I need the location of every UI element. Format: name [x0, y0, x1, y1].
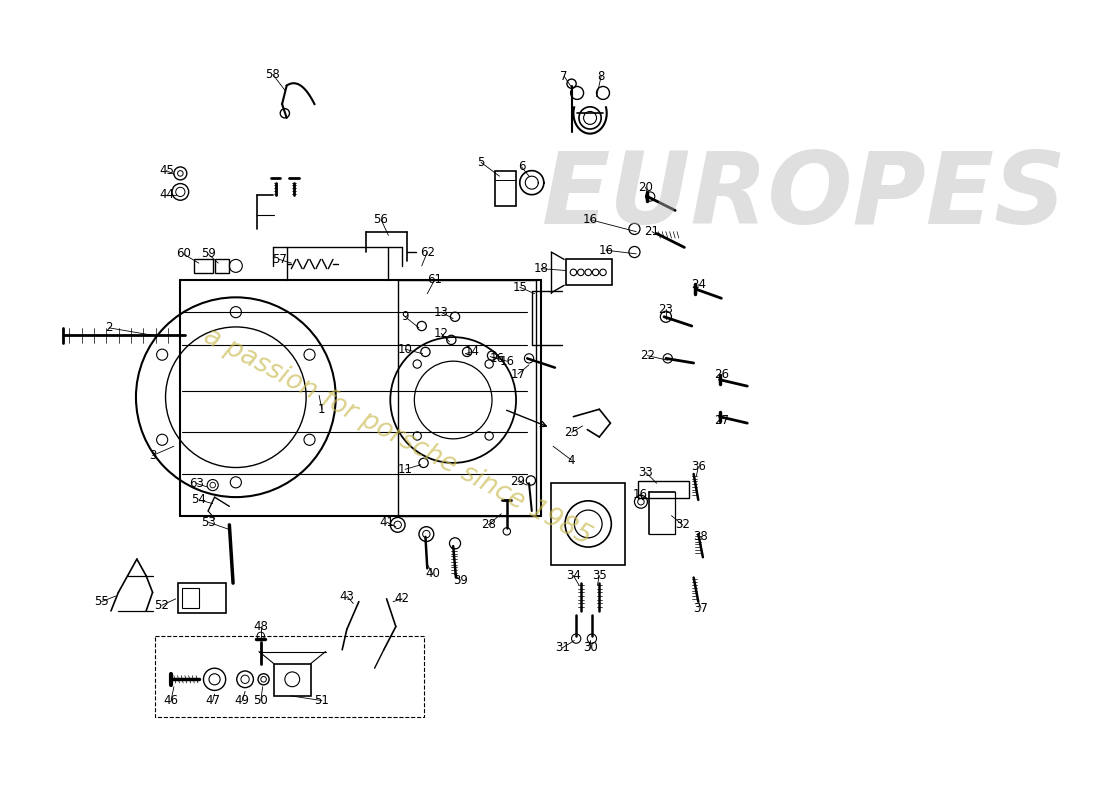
Text: 27: 27	[714, 414, 729, 427]
Text: 33: 33	[638, 466, 653, 478]
Text: 16: 16	[598, 244, 614, 257]
Bar	[274, 663, 311, 696]
Text: 51: 51	[315, 694, 329, 707]
Text: 28: 28	[481, 518, 496, 531]
Text: 12: 12	[433, 327, 449, 340]
Text: 14: 14	[464, 346, 480, 358]
Text: 32: 32	[675, 518, 690, 531]
Text: 13: 13	[433, 306, 449, 318]
Text: 42: 42	[395, 592, 410, 606]
Text: 35: 35	[592, 570, 607, 582]
Text: 16: 16	[632, 488, 648, 501]
Text: 53: 53	[200, 515, 216, 529]
Text: 16: 16	[583, 213, 597, 226]
Text: 11: 11	[397, 463, 412, 476]
Text: 43: 43	[340, 590, 354, 602]
Text: 21: 21	[645, 225, 660, 238]
Text: 39: 39	[453, 574, 468, 587]
Text: 25: 25	[564, 426, 579, 439]
Text: 24: 24	[691, 278, 706, 291]
Text: 37: 37	[694, 602, 708, 614]
Text: 23: 23	[659, 303, 673, 316]
Text: 26: 26	[714, 368, 729, 381]
Text: 47: 47	[206, 694, 220, 707]
Text: 63: 63	[188, 477, 204, 490]
Text: 44: 44	[160, 188, 174, 201]
Text: 2: 2	[106, 322, 113, 334]
Bar	[177, 583, 225, 613]
Bar	[638, 482, 689, 498]
Text: 34: 34	[566, 570, 581, 582]
Text: 1: 1	[318, 402, 326, 416]
Text: 45: 45	[160, 164, 174, 177]
Text: 61: 61	[427, 274, 442, 286]
Bar	[566, 259, 613, 286]
Bar	[183, 588, 199, 608]
Text: 50: 50	[253, 694, 268, 707]
Text: 5: 5	[477, 156, 485, 169]
Text: 3: 3	[148, 449, 156, 462]
Text: 30: 30	[583, 642, 597, 654]
Text: 36: 36	[691, 460, 706, 473]
Text: 10: 10	[398, 342, 412, 356]
Text: 9: 9	[402, 310, 409, 323]
Text: 31: 31	[554, 642, 570, 654]
Text: 60: 60	[176, 247, 190, 260]
Bar	[495, 170, 516, 206]
Text: 6: 6	[518, 161, 526, 174]
Text: 55: 55	[95, 595, 109, 608]
Text: 54: 54	[191, 494, 207, 506]
Text: 15: 15	[513, 281, 527, 294]
Text: EUROPES: EUROPES	[542, 148, 1067, 245]
Bar	[195, 259, 212, 274]
Text: 59: 59	[200, 247, 216, 260]
Text: 4: 4	[568, 454, 575, 466]
Text: 38: 38	[694, 530, 708, 543]
Text: 41: 41	[379, 515, 394, 529]
Text: a passion for porsche since 1985: a passion for porsche since 1985	[199, 323, 596, 550]
Text: 46: 46	[164, 694, 178, 707]
Text: 7: 7	[560, 70, 568, 82]
Text: 40: 40	[426, 567, 440, 580]
Text: 56: 56	[374, 213, 388, 226]
Text: 16: 16	[499, 354, 515, 368]
Text: 57: 57	[272, 253, 287, 266]
Text: 29: 29	[510, 475, 526, 488]
Text: 52: 52	[154, 599, 169, 612]
Text: 58: 58	[265, 68, 280, 81]
Text: 20: 20	[638, 181, 653, 194]
Text: 62: 62	[420, 246, 434, 258]
Text: 17: 17	[510, 368, 526, 381]
Text: 18: 18	[534, 262, 549, 275]
Bar	[155, 636, 424, 718]
Text: 48: 48	[253, 620, 268, 633]
Text: 16: 16	[491, 352, 505, 365]
Bar	[551, 483, 625, 565]
Text: 8: 8	[597, 70, 605, 82]
Bar	[214, 259, 230, 274]
Text: 49: 49	[234, 694, 250, 707]
Text: 22: 22	[640, 349, 654, 362]
